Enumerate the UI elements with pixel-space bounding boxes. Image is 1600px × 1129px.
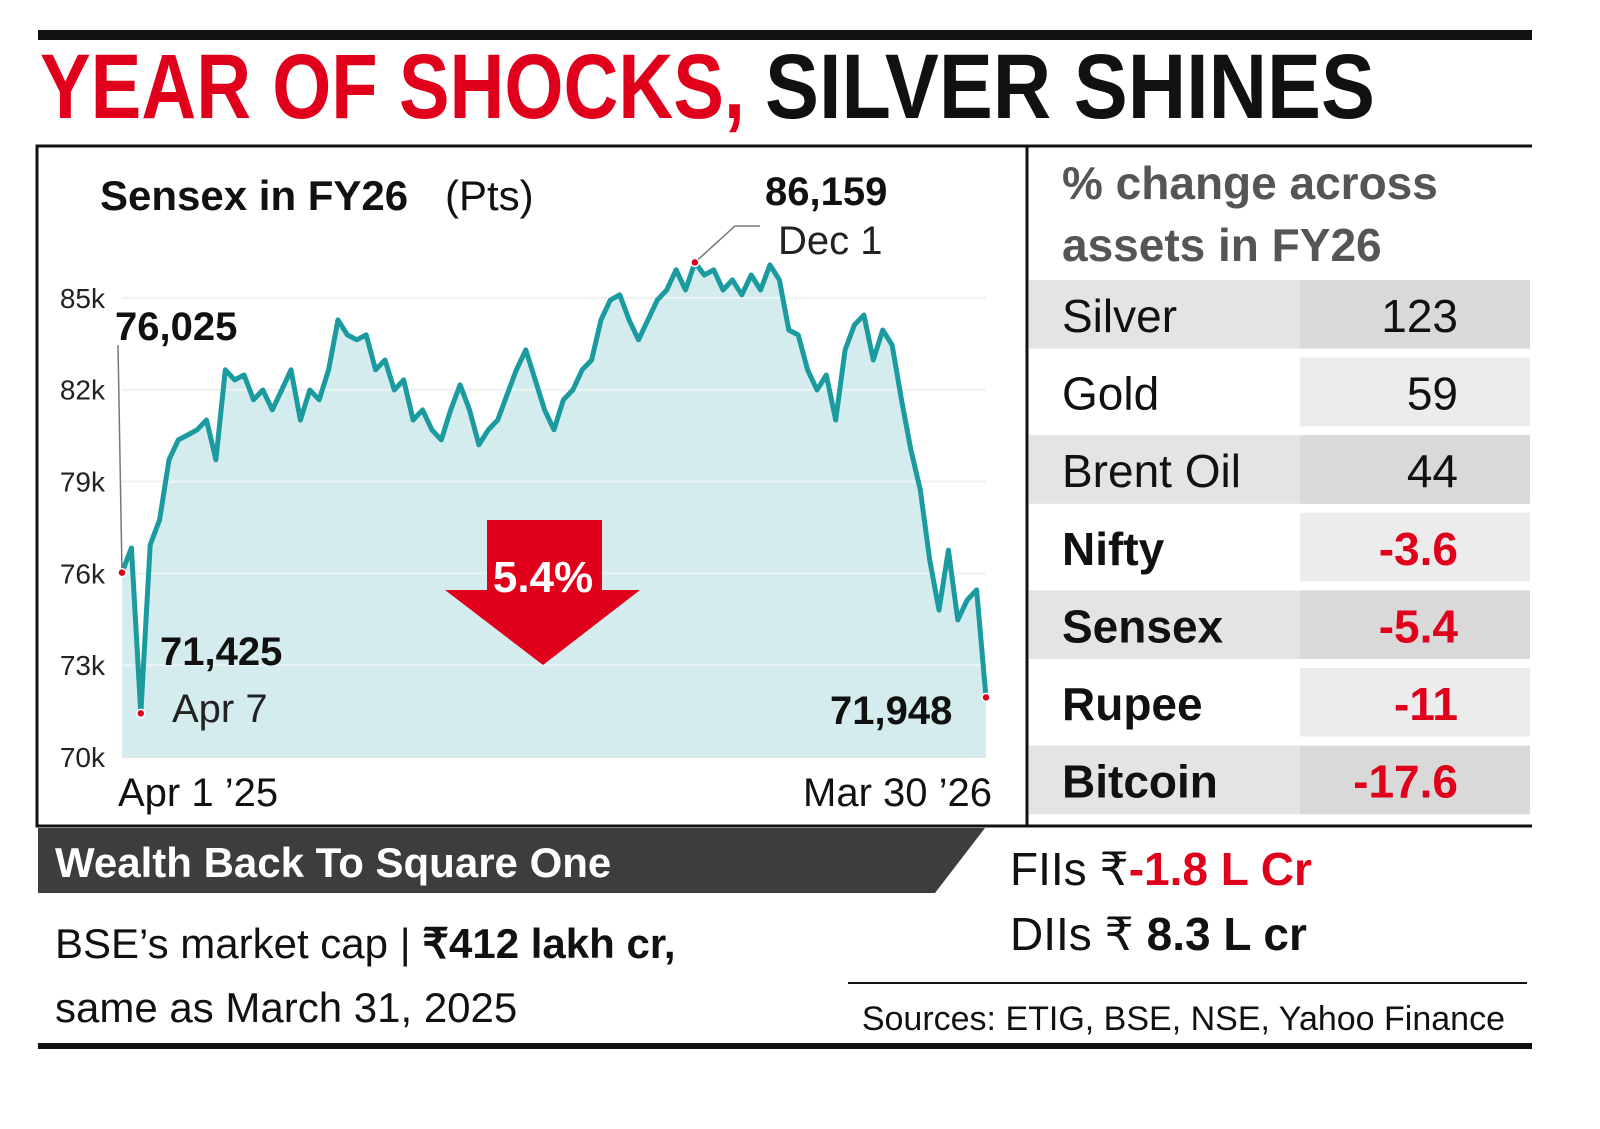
market-cap-note: same as March 31, 2025 — [55, 984, 517, 1031]
asset-change: -5.4 — [1379, 600, 1459, 652]
value-cell-bg — [1300, 435, 1530, 504]
marker — [136, 708, 146, 719]
y-tick-label: 73k — [60, 650, 106, 681]
x-tick-label: Mar 30 ’26 — [803, 771, 992, 815]
fii: FIIs ₹-1.8 L Cr — [1010, 843, 1312, 895]
area — [122, 262, 986, 757]
asset-change: -17.6 — [1353, 756, 1458, 808]
value-cell-bg — [1300, 745, 1530, 815]
asset-name: Gold — [1062, 368, 1159, 420]
bottom-rule — [38, 1043, 1532, 1049]
top-rule — [38, 30, 1532, 40]
text-bold: ₹412 lakh cr, — [422, 920, 675, 967]
headline-red: YEAR OF SHOCKS, — [40, 36, 745, 138]
value-label: 86,159 — [765, 170, 887, 214]
x-tick-label: Apr 1 ’25 — [118, 771, 278, 815]
value-cell-bg — [1300, 280, 1530, 349]
table-title: % change across assets in FY26 — [1062, 157, 1438, 271]
leader-line — [117, 344, 123, 573]
value-cell-bg — [1300, 668, 1530, 737]
chart-unit: (Pts) — [445, 172, 534, 219]
y-tick-label: 82k — [60, 375, 106, 406]
value-cell-bg — [1300, 590, 1530, 659]
arrow-label: 5.4% — [493, 553, 593, 602]
text-bold: -1.8 L Cr — [1129, 843, 1312, 895]
asset-change: 123 — [1381, 290, 1458, 342]
date-label: Apr 7 — [172, 687, 268, 731]
marker — [690, 257, 700, 268]
banner — [38, 828, 985, 893]
asset-name: Bitcoin — [1062, 756, 1218, 808]
y-tick-label: 79k — [60, 467, 106, 498]
y-tick-label: 76k — [60, 558, 106, 589]
line — [119, 259, 989, 716]
asset-change: 59 — [1407, 368, 1458, 420]
dii: DIIs ₹ 8.3 L cr — [1010, 908, 1307, 960]
asset-change: -3.6 — [1379, 523, 1458, 575]
text: DIIs ₹ — [1010, 908, 1147, 960]
value-label: 76,025 — [115, 305, 237, 349]
leader-line — [694, 225, 760, 263]
plot: 70k 73k 76k 79k 82k 85k 76,025 71,425 86,159 71,9… — [60, 170, 992, 815]
text: BSE’s market cap | — [55, 920, 422, 967]
text-bold: 8.3 L cr — [1147, 908, 1307, 960]
value-cell-bg — [1300, 512, 1530, 582]
down-arrow — [445, 520, 640, 665]
y-tick-label: 70k — [60, 742, 106, 773]
banner-text: Wealth Back To Square One — [55, 839, 611, 886]
asset-table: Silver 123 Gold 59 Brent Oil 44 Nifty -3.6 Sense… — [1029, 280, 1530, 815]
marker — [981, 692, 991, 703]
market-cap: BSE’s market cap | ₹412 lakh cr, — [55, 920, 676, 967]
y-tick-label: 85k — [60, 283, 106, 314]
sources: Sources: ETIG, BSE, NSE, Yahoo Finance — [862, 1000, 1505, 1038]
value-label: 71,948 — [830, 689, 952, 733]
asset-name: Silver — [1062, 290, 1177, 342]
asset-name: Rupee — [1062, 678, 1203, 730]
asset-change: 44 — [1407, 445, 1458, 497]
headline-black: SILVER SHINES — [765, 36, 1375, 138]
date-label: Dec 1 — [778, 219, 883, 263]
asset-change: -11 — [1394, 678, 1458, 730]
chart-title: Sensex in FY26 — [100, 172, 408, 219]
asset-name: Sensex — [1062, 600, 1224, 652]
marker — [117, 567, 127, 578]
value-cell-bg — [1300, 357, 1530, 427]
text: FIIs ₹ — [1010, 843, 1129, 895]
asset-name: Brent Oil — [1062, 445, 1241, 497]
value-label: 71,425 — [160, 630, 282, 674]
asset-name: Nifty — [1062, 523, 1165, 575]
